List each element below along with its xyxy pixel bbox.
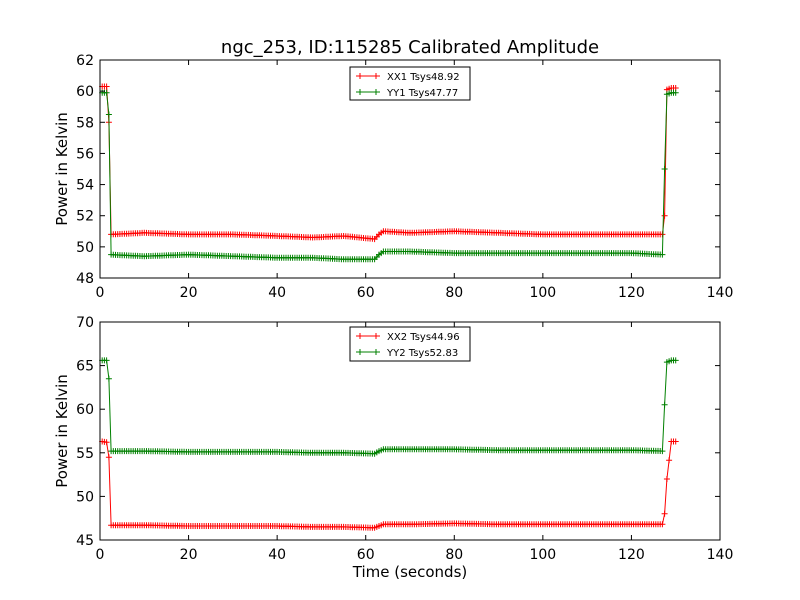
top-legend: XX1 Tsys48.92 YY1 Tsys47.77 [349, 66, 471, 101]
bottom-legend-label-0: XX2 Tsys44.96 [387, 332, 460, 343]
top-series-1-point-2 [103, 89, 110, 96]
bottom-legend-box [349, 326, 471, 362]
bottom-series-0-point-3 [105, 454, 112, 461]
bottom-legend-marker-1 [357, 349, 379, 355]
top-series-0-point-2 [103, 83, 110, 90]
bottom-ytick-label-0: 45 [76, 533, 94, 549]
bottom-series-1-point-254 [661, 401, 668, 408]
top-ytick-label-0: 48 [76, 271, 94, 287]
top-series-1-point-253 [659, 251, 666, 258]
top-legend-marker-0 [357, 73, 379, 79]
bottom-legend: XX2 Tsys44.96 YY2 Tsys52.83 [349, 326, 471, 362]
bottom-series-1-point-259 [672, 357, 679, 364]
top-legend-label-1: YY1 Tsys47.77 [386, 88, 458, 99]
top-ytick-label-1: 50 [76, 240, 94, 256]
bottom-legend-label-1: YY2 Tsys52.83 [386, 348, 458, 359]
top-series-0 [99, 83, 679, 243]
bottom-ytick-label-1: 50 [76, 489, 94, 505]
bottom-xtick-label-5: 100 [529, 547, 556, 563]
top-series-1 [99, 89, 679, 263]
bottom-ytick-label-4: 65 [76, 359, 94, 375]
top-xtick-label-0: 0 [96, 285, 105, 301]
bottom-ylabel: Power in Kelvin [53, 374, 71, 488]
bottom-xtick-label-0: 0 [96, 547, 105, 563]
bottom-xtick-label-1: 20 [180, 547, 198, 563]
bottom-xtick-label-3: 60 [357, 547, 375, 563]
bottom-series-0-point-256 [666, 457, 673, 464]
top-xtick-label-2: 40 [268, 285, 286, 301]
top-ytick-label-5: 58 [76, 115, 94, 131]
top-ytick-label-4: 56 [76, 146, 94, 162]
bottom-subplot: 0 20 40 60 80 100 120 140 45 50 55 60 65 70 Power in K… [53, 315, 733, 581]
top-series-1-point-254 [661, 166, 668, 172]
top-xtick-label-6: 120 [618, 285, 645, 301]
top-series-0-point-254 [661, 212, 668, 219]
top-ytick-label-7: 62 [76, 53, 94, 69]
top-xtick-label-4: 80 [445, 285, 463, 301]
bottom-series-0-point-254 [661, 510, 668, 517]
top-legend-marker-1 [357, 89, 379, 95]
top-legend-label-0: XX1 Tsys48.92 [387, 72, 460, 83]
top-subplot: 0 20 40 60 80 100 120 140 48 50 52 54 56 58 60 62 Power … [53, 53, 733, 301]
bottom-ytick-label-5: 70 [76, 315, 94, 331]
top-ytick-label-2: 52 [76, 209, 94, 225]
bottom-xtick-label-6: 120 [618, 547, 645, 563]
top-xtick-label-7: 140 [707, 285, 734, 301]
top-series-1-point-259 [672, 89, 679, 96]
top-xtick-label-1: 20 [180, 285, 198, 301]
bottom-xlabel: Time (seconds) [352, 563, 468, 581]
figure-title: ngc_253, ID:115285 Calibrated Amplitude [221, 37, 599, 58]
bottom-series-1-point-253 [659, 448, 666, 455]
bottom-ytick-label-2: 55 [76, 446, 94, 462]
bottom-xtick-label-7: 140 [707, 547, 734, 563]
bottom-series-0 [99, 438, 679, 531]
top-ytick-label-3: 54 [76, 178, 94, 194]
top-ylabel: Power in Kelvin [53, 112, 71, 226]
bottom-legend-marker-0 [357, 333, 379, 339]
top-xtick-label-5: 100 [529, 285, 556, 301]
top-legend-box [349, 66, 471, 101]
bottom-series-1-point-3 [105, 375, 112, 382]
bottom-axes-frame [99, 321, 721, 541]
bottom-series-1 [99, 357, 679, 457]
bottom-xtick-label-2: 40 [268, 547, 286, 563]
top-series-1-point-3 [105, 111, 112, 118]
bottom-series-0-point-2 [103, 439, 110, 446]
bottom-xtick-label-4: 80 [445, 547, 463, 563]
bottom-series-0-point-259 [672, 438, 679, 445]
bottom-series-1-point-2 [103, 357, 110, 364]
top-xtick-label-3: 60 [357, 285, 375, 301]
top-ytick-label-6: 60 [76, 84, 94, 100]
bottom-series-0-point-255 [663, 476, 670, 482]
top-axes-frame [99, 59, 721, 279]
bottom-ytick-label-3: 60 [76, 402, 94, 418]
bottom-series-0-point-253 [659, 521, 666, 528]
